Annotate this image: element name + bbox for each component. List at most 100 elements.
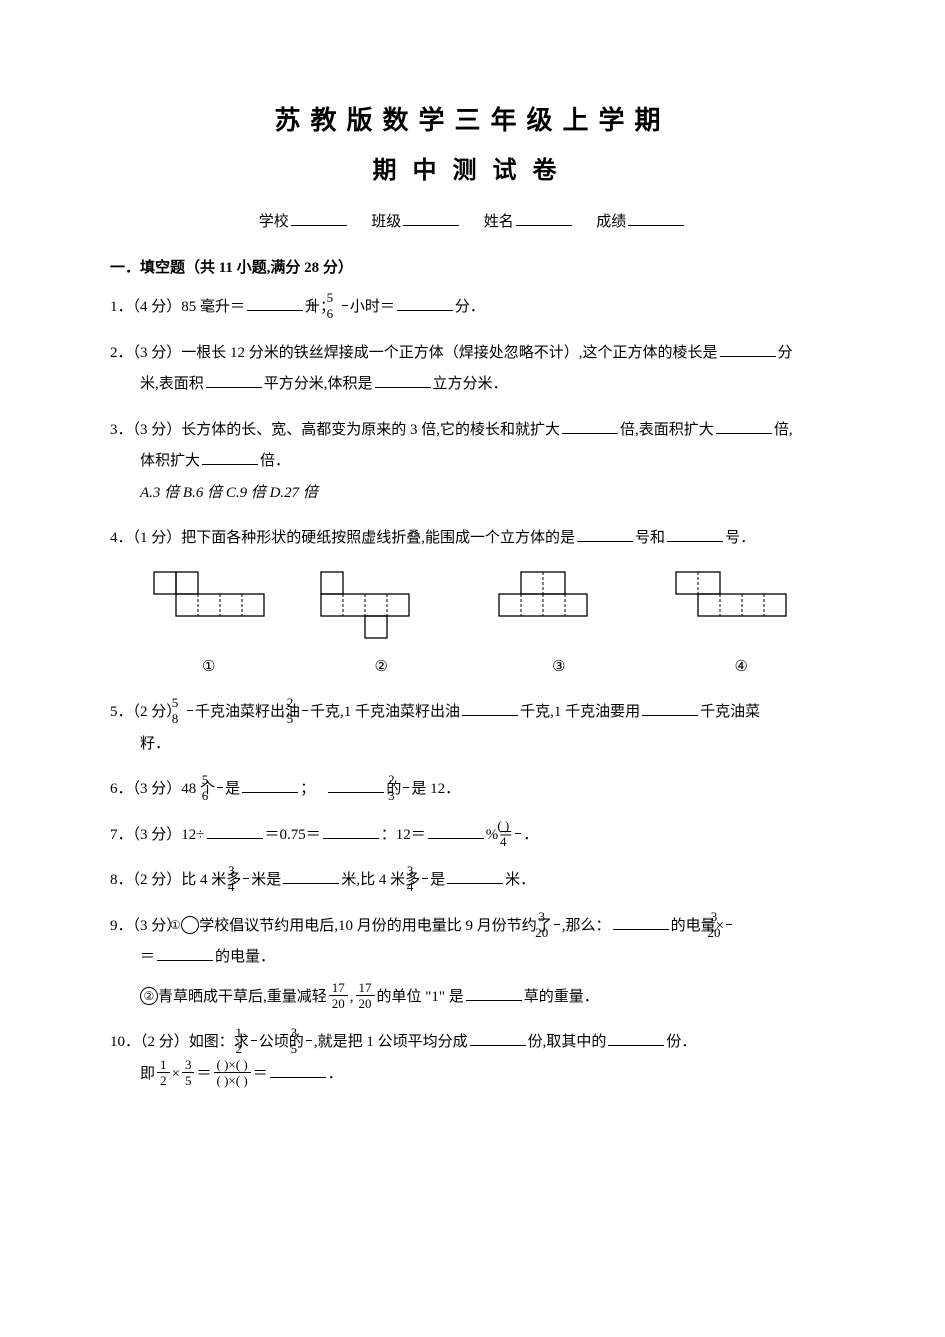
q10-frac2: 35	[306, 1026, 312, 1055]
q1-mixed-num: 5	[342, 291, 348, 306]
q10-text3: ,就是把 1 公顷平均分成	[314, 1034, 468, 1050]
question-1: 1．（4 分）85 毫升＝升； 156小时＝分．	[110, 292, 835, 324]
q5-blank2[interactable]	[642, 700, 698, 716]
q6-frac1: 56	[217, 773, 223, 802]
q7-text1: 12÷	[181, 827, 204, 843]
q10-text5: 份．	[666, 1034, 696, 1050]
q9-blank1[interactable]	[613, 914, 669, 930]
q9-frac2: 320	[726, 910, 732, 939]
question-2: 2．（3 分）一根长 12 分米的铁丝焊接成一个正方体（焊接处忽略不计）,这个正…	[110, 338, 835, 401]
question-3: 3．（3 分）长方体的长、宽、高都变为原来的 3 倍,它的棱长和就扩大倍,表面积…	[110, 415, 835, 510]
title-line-1: 苏教版数学三年级上学期	[110, 100, 835, 142]
q4-points: （1 分）	[133, 530, 182, 546]
school-label: 学校	[259, 214, 289, 230]
q8-frac2: 34	[422, 864, 428, 893]
q4-label-4: ④	[735, 652, 748, 684]
q10-text7: ×	[172, 1066, 180, 1082]
q6-number: 6．	[110, 781, 133, 797]
q4-blank2[interactable]	[667, 526, 723, 542]
q3-number: 3．	[110, 422, 133, 438]
q2-blank2[interactable]	[206, 372, 262, 388]
q9-blank2[interactable]	[157, 945, 213, 961]
q10-blank3[interactable]	[270, 1062, 326, 1078]
q3-text5: 倍．	[260, 453, 290, 469]
q2-text2: 分	[778, 345, 793, 361]
q3-points: （3 分）	[133, 422, 182, 438]
q10-text2: 公顷的	[259, 1034, 304, 1050]
q8-blank2[interactable]	[447, 868, 503, 884]
score-label: 成绩	[596, 214, 626, 230]
q5-frac1: 58	[187, 696, 193, 725]
q4-nets-row: ① ②	[110, 567, 835, 684]
student-info-row: 学校 班级 姓名 成绩	[110, 210, 835, 234]
q6-text1: 48 个	[181, 781, 215, 797]
q8-points: （2 分）	[133, 872, 182, 888]
q2-blank1[interactable]	[720, 341, 776, 357]
q9-text6: 青草晒成干草后,重量减轻	[158, 989, 327, 1005]
q4-label-3: ③	[552, 652, 565, 684]
q10-frac3: 12	[157, 1058, 170, 1087]
q3-blank2[interactable]	[716, 418, 772, 434]
name-blank[interactable]	[516, 210, 572, 226]
q9-frac1: 320	[554, 910, 560, 939]
q10-text6: 即	[140, 1066, 155, 1082]
q6-points: （3 分）	[133, 781, 182, 797]
q8-frac1: 34	[243, 864, 249, 893]
q10-blank2[interactable]	[608, 1030, 664, 1046]
q8-blank1[interactable]	[283, 868, 339, 884]
q9-frac4: 1720	[356, 981, 375, 1010]
q8-text2: 米是	[251, 872, 281, 888]
school-blank[interactable]	[291, 210, 347, 226]
q2-text4: 平方分米,体积是	[264, 376, 373, 392]
q10-frac1: 12	[251, 1026, 257, 1055]
q7-blank2[interactable]	[323, 823, 379, 839]
q5-number: 5．	[110, 704, 133, 720]
q6-text5: 是 12．	[411, 781, 460, 797]
title-line-2: 期中测试卷	[110, 152, 835, 190]
q8-text4: 是	[430, 872, 445, 888]
q9-text5: 的电量．	[215, 949, 275, 965]
q1-blank1[interactable]	[247, 295, 303, 311]
q4-net-4	[666, 567, 816, 642]
score-blank[interactable]	[628, 210, 684, 226]
name-label: 姓名	[484, 214, 514, 230]
q9-blank3[interactable]	[466, 985, 522, 1001]
q5-text2: 千克,1 千克油菜籽出油	[310, 704, 460, 720]
q3-choices: A.3 倍 B.6 倍 C.9 倍 D.27 倍	[140, 485, 318, 501]
q9-frac3: 1720	[329, 981, 348, 1010]
q1-text4: 分．	[455, 299, 485, 315]
q6-text3: ；	[300, 781, 315, 797]
q4-text1: 把下面各种形状的硬纸按照虚线折叠,能围成一个立方体的是	[181, 530, 575, 546]
q6-text2: 是	[225, 781, 240, 797]
q7-points: （3 分）	[133, 827, 182, 843]
q9-circle-2: ②	[140, 987, 158, 1005]
q4-blank1[interactable]	[577, 526, 633, 542]
q2-points: （3 分）	[133, 345, 182, 361]
q7-blank3[interactable]	[428, 823, 484, 839]
question-9: 9．（3 分）①学校倡议节约用电后,10 月份的用电量比 9 月份节约了320,…	[110, 911, 835, 1014]
q3-blank1[interactable]	[562, 418, 618, 434]
q3-text4: 体积扩大	[140, 453, 200, 469]
q10-frac4: 35	[182, 1058, 195, 1087]
q7-blank1[interactable]	[207, 823, 263, 839]
q3-blank3[interactable]	[202, 449, 258, 465]
q5-text4: 千克油菜	[700, 704, 760, 720]
class-blank[interactable]	[403, 210, 459, 226]
q9-circle-1: ①	[181, 916, 199, 934]
q5-blank1[interactable]	[462, 700, 518, 716]
q2-text3: 米,表面积	[140, 376, 204, 392]
section-1-title: 一．填空题（共 11 小题,满分 28 分）	[110, 256, 835, 280]
q10-text9: ＝	[253, 1066, 268, 1082]
q4-net-1	[144, 567, 274, 642]
q1-blank2[interactable]	[397, 295, 453, 311]
q6-blank2[interactable]	[328, 777, 384, 793]
q9-text2: ,那么：	[562, 918, 611, 934]
q8-number: 8．	[110, 872, 133, 888]
q10-text8: ＝	[196, 1066, 211, 1082]
question-10: 10．（2 分）如图：求12公顷的35,就是把 1 公顷平均分成份,取其中的份．…	[110, 1027, 835, 1090]
q6-frac2: 23	[403, 773, 409, 802]
q4-net-2	[311, 567, 451, 642]
q6-blank1[interactable]	[242, 777, 298, 793]
q10-blank1[interactable]	[470, 1030, 526, 1046]
q2-blank3[interactable]	[375, 372, 431, 388]
